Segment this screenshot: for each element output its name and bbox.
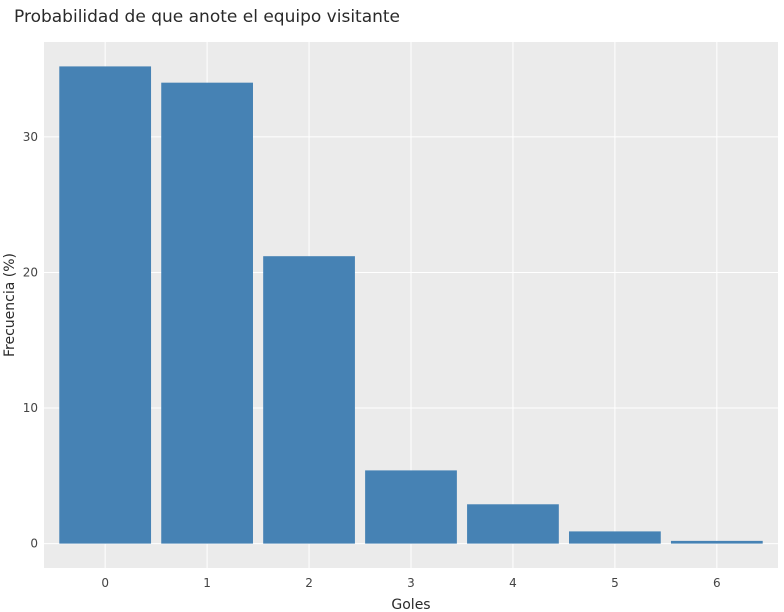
y-axis-ticks: 0 10 20 30 xyxy=(23,130,38,551)
bars xyxy=(59,66,763,544)
y-tick-label: 30 xyxy=(23,130,38,144)
x-axis-label: Goles xyxy=(391,597,430,612)
y-tick-label: 0 xyxy=(30,537,38,551)
bar-4 xyxy=(467,504,559,544)
x-tick-label: 5 xyxy=(611,576,619,590)
bar-2 xyxy=(263,256,355,544)
bar-0 xyxy=(59,66,152,544)
y-tick-label: 20 xyxy=(23,265,38,279)
bar-6 xyxy=(670,540,763,544)
bar-1 xyxy=(161,82,253,544)
x-tick-label: 6 xyxy=(713,576,721,590)
bar-3 xyxy=(365,470,457,544)
x-axis-ticks: 0 1 2 3 4 5 6 xyxy=(101,576,720,590)
x-tick-label: 3 xyxy=(407,576,415,590)
y-axis-label: Frecuencia (%) xyxy=(2,253,18,357)
bar-5 xyxy=(569,531,661,544)
x-tick-label: 4 xyxy=(509,576,517,590)
y-tick-label: 10 xyxy=(23,401,38,415)
x-tick-label: 1 xyxy=(203,576,211,590)
chart-title: Probabilidad de que anote el equipo visi… xyxy=(14,7,400,27)
x-tick-label: 0 xyxy=(101,576,109,590)
x-tick-label: 2 xyxy=(305,576,313,590)
